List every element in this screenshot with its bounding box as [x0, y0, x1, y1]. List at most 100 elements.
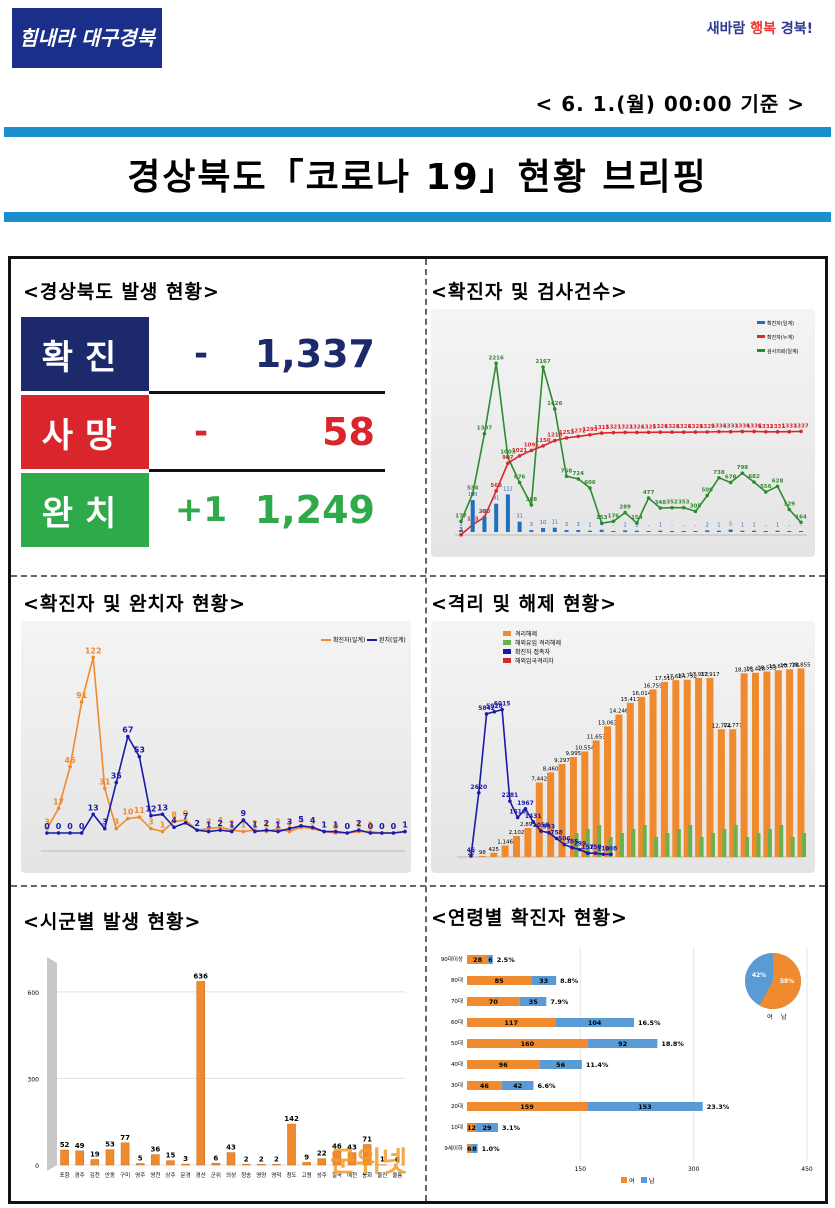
tests-series-label: 676 [514, 475, 526, 481]
cumulative-series-label: 1315 [594, 425, 609, 431]
release-bar-label: 11,653 [587, 734, 607, 740]
tests-series-line [460, 363, 802, 525]
daily-bar [728, 529, 733, 532]
recovered-series-point [299, 824, 303, 828]
city-bar-label: 52 [60, 1141, 70, 1149]
tests-series-label: 388 [526, 497, 538, 503]
recovered-series-point [391, 831, 396, 835]
city-bar-label: 3 [183, 1155, 188, 1163]
release-bar [660, 681, 668, 857]
contact-series-label: 993 [543, 824, 556, 831]
city-bar [60, 1149, 69, 1166]
legend-item: 검사의뢰(일계) [767, 348, 799, 355]
release-bar-label: 12,777 [723, 723, 743, 729]
recovered-series-label: 1 [402, 821, 408, 830]
confirmed-series-label: 1 [160, 821, 166, 830]
contact-series-label: 1967 [517, 800, 534, 807]
recovered-series-label: 0 [56, 822, 62, 831]
cumulative-series-point [506, 461, 510, 465]
recovered-series-point [403, 829, 407, 834]
daily-bar-label: - [695, 523, 697, 529]
overseas-bar [710, 833, 715, 857]
logo-right-text-b: 행복 [750, 21, 776, 37]
female-bar-label: 159 [520, 1103, 534, 1111]
cumulative-series-label: 1332 [758, 424, 773, 430]
male-bar [539, 1060, 582, 1069]
confirmed-series-point [68, 764, 72, 769]
cumulative-series-point [646, 430, 651, 435]
city-bar-label: 5 [138, 1155, 143, 1163]
city-bar [302, 1162, 311, 1166]
daily-bar-label: 10 [540, 520, 546, 526]
recovered-series-point [380, 831, 384, 835]
horizontal-divider-2 [11, 885, 825, 887]
contact-series-label: 758 [550, 829, 563, 836]
age-tick-label: 50대 [451, 1039, 463, 1047]
cumulative-series-point [599, 431, 604, 435]
city-tick-label: 청도 [286, 1172, 296, 1179]
tests-series-point [740, 471, 745, 475]
daily-bar [494, 503, 499, 532]
confirmed-series-point [241, 829, 246, 834]
female-bar-label: 85 [495, 977, 505, 985]
daily-bar [716, 530, 721, 532]
tests-series-label: 153 [596, 515, 608, 521]
release-bar-label: 17,510 [655, 676, 675, 682]
recovered-series-point [229, 829, 234, 834]
cumulative-series-point [799, 429, 803, 434]
overseas-bar [631, 829, 636, 857]
release-bar-label: 425 [489, 847, 500, 853]
contact-series-label: 506 [558, 836, 571, 843]
legend-swatch [503, 649, 511, 654]
tests-series-point [611, 519, 616, 524]
age-percent-label: 3.1% [502, 1124, 521, 1132]
legend-swatch [757, 349, 765, 352]
female-bar [467, 955, 489, 964]
daily-bar-label: 3 [530, 522, 533, 528]
recovered-series-label: 3 [102, 818, 108, 827]
cumulative-series-label: 1334 [711, 424, 726, 430]
confirmed-series-label: 3 [148, 818, 154, 827]
male-bar [501, 1081, 534, 1090]
daily-bar [576, 530, 581, 532]
cumulative-series-label: 1150 [535, 438, 550, 444]
age-tick-label: 80대 [451, 976, 463, 984]
confirmed-series-point [56, 806, 61, 811]
legend-item: 해외입국격리자 [515, 657, 554, 665]
city-bar [287, 1123, 296, 1166]
recovered-series-point [68, 831, 72, 835]
isolation-chart: 격리해제 해외유입 격리해제 확진자 접촉자 해외입국격리자 22 98 425 1,146 2… [431, 621, 815, 873]
recovered-series-point [56, 831, 61, 835]
release-bar-label: 16,759 [643, 683, 663, 689]
city-bar-label: 636 [193, 972, 208, 980]
release-bar [763, 671, 771, 857]
pie-female-slice [759, 953, 801, 1009]
cumulative-series-point [681, 430, 686, 435]
stat-deaths-value: 58 [322, 410, 375, 454]
recovered-series-label: 1 [206, 821, 212, 830]
cumulative-series-point [611, 430, 616, 435]
release-bar-label: 18,776 [780, 663, 800, 669]
release-bar [478, 856, 486, 857]
release-bar-label: 10,554 [575, 745, 595, 751]
cumulative-series-label: 1326 [653, 424, 668, 430]
daily-bar [541, 528, 546, 532]
daily-bar-label: 4 [600, 522, 603, 528]
female-bar-label: 46 [480, 1082, 490, 1090]
contact-series-point [531, 820, 536, 824]
release-bar [501, 845, 509, 857]
recovered-series-point [45, 831, 49, 835]
female-bar-label: 6 [467, 1145, 472, 1153]
release-bar-label: 18,677 [769, 664, 789, 670]
release-bar [592, 740, 600, 857]
release-bar-label: 18,371 [734, 667, 753, 673]
cumulative-series-point [517, 454, 522, 458]
age-tick-label: 40대 [451, 1060, 463, 1068]
daily-bar [705, 530, 710, 532]
overseas-bar [597, 825, 602, 857]
tests-series-label: 477 [643, 490, 655, 496]
overseas-bar [733, 825, 738, 857]
tests-series-label: 348 [655, 500, 667, 506]
recovered-series-label: 7 [183, 812, 189, 821]
daily-bar [529, 530, 534, 532]
